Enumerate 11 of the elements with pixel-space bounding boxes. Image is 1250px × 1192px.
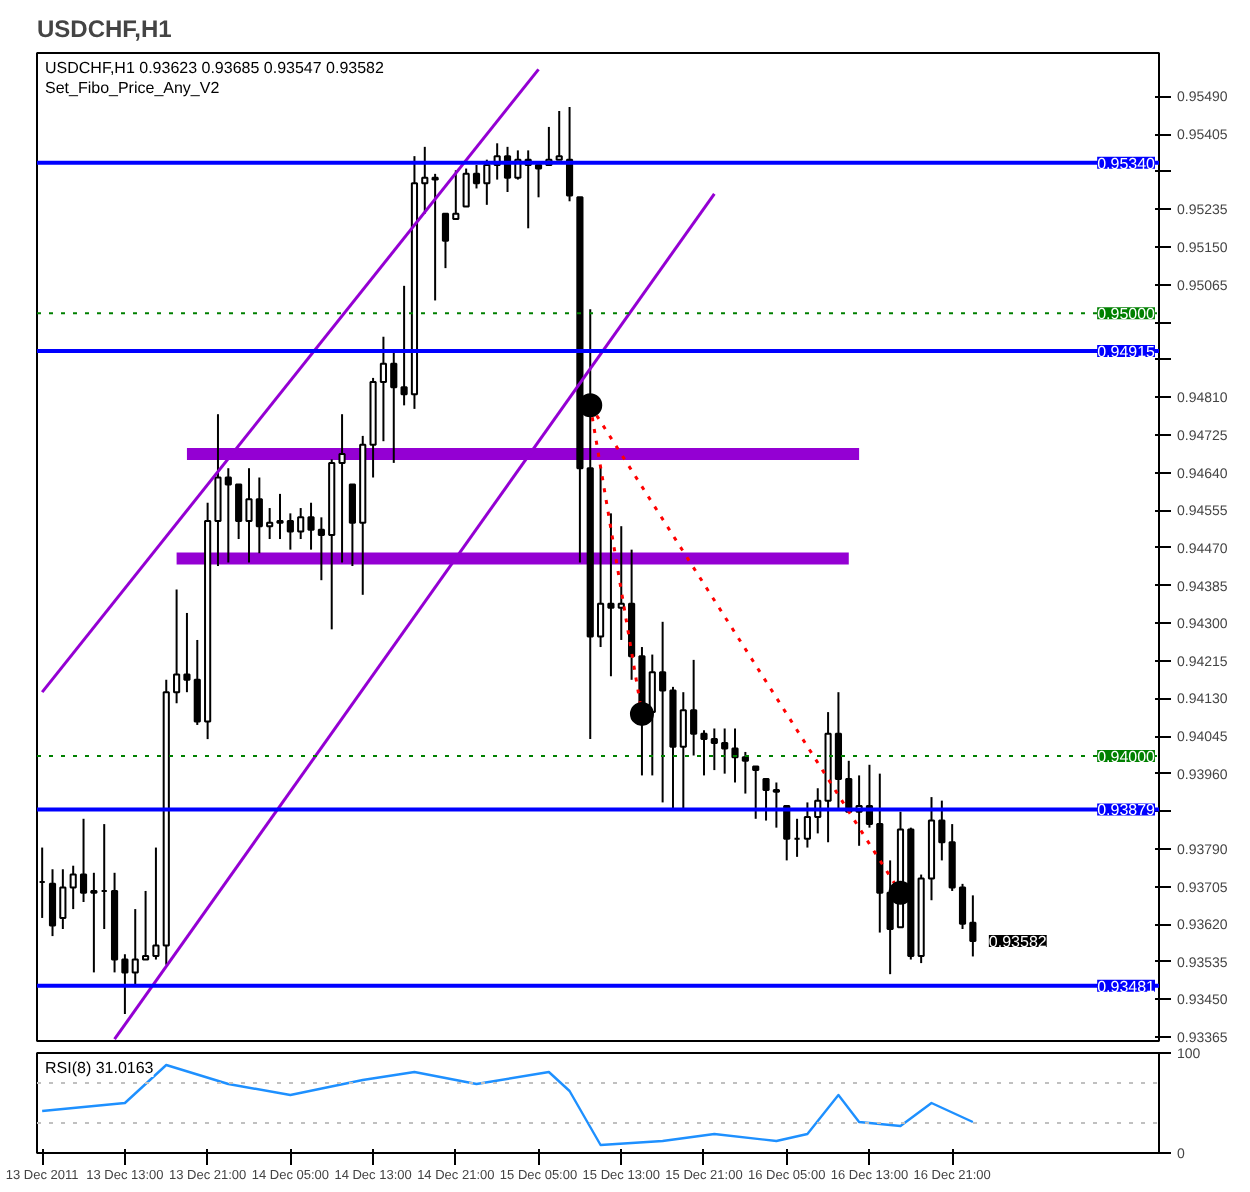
annotation: Set_Fibo_Price_Any_V2 bbox=[45, 79, 221, 97]
annotation: 0.93582 bbox=[988, 932, 1048, 951]
ref-line-label: 0.95340 bbox=[1097, 154, 1157, 173]
ref-line-label: 0.94915 bbox=[1097, 342, 1157, 361]
annotation: USDCHF,H1 0.93623 0.93685 0.93547 0.93582 bbox=[45, 59, 386, 77]
ref-line-label: 0.93879 bbox=[1097, 801, 1157, 820]
chart-title: USDCHF,H1 bbox=[37, 15, 173, 43]
ref-line-label: 0.93481 bbox=[1097, 977, 1157, 996]
ref-line-label: 0.94000 bbox=[1097, 747, 1157, 766]
annotation: RSI(8) 31.0163 bbox=[45, 1059, 155, 1077]
ref-line-label: 0.95000 bbox=[1097, 305, 1157, 324]
